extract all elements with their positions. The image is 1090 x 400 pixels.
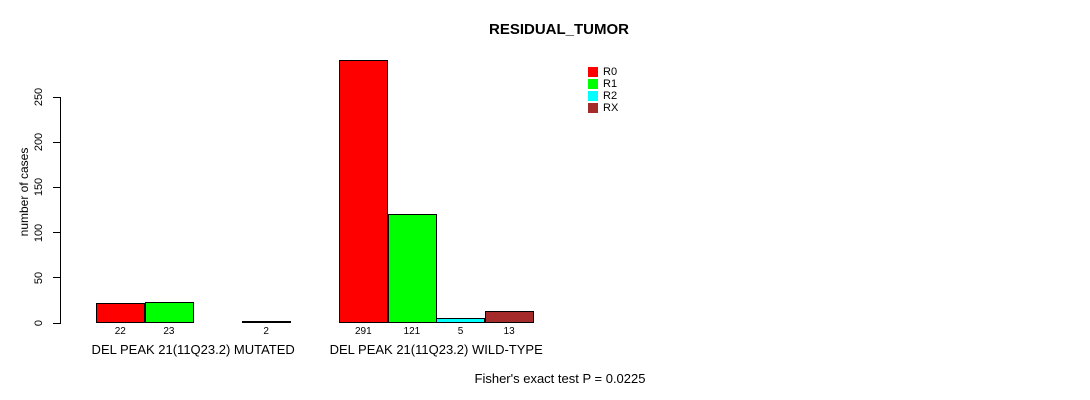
legend-swatch-RX <box>588 103 598 113</box>
y-tick-label: 0 <box>33 319 45 327</box>
bar-R0-group1 <box>96 303 145 323</box>
y-tick-mark <box>53 141 60 143</box>
bar-R0-group2 <box>339 60 388 323</box>
y-tick-label: 50 <box>33 271 45 284</box>
x-category-label: DEL PEAK 21(11Q23.2) MUTATED <box>91 342 295 357</box>
legend-swatch-R2 <box>588 91 598 101</box>
bar-R1-group1 <box>145 302 194 323</box>
legend-swatch-R1 <box>588 79 598 89</box>
bar-value-label: 13 <box>503 326 515 337</box>
bar-value-label: 5 <box>457 326 464 337</box>
bar-value-label: 2 <box>263 326 269 337</box>
bar-RX-group2 <box>485 311 534 323</box>
bar-value-label: 23 <box>163 326 175 337</box>
y-tick-label: 200 <box>33 133 45 152</box>
y-tick-mark <box>53 322 60 324</box>
chart-title: RESIDUAL_TUMOR <box>488 21 630 38</box>
y-tick-label: 100 <box>33 223 45 242</box>
y-tick-mark <box>53 186 60 188</box>
legend-label: R1 <box>603 78 618 90</box>
bar-RX-group1 <box>242 321 291 323</box>
y-tick-label: 150 <box>33 178 45 197</box>
legend-item-R2: R2 <box>588 90 618 102</box>
y-axis-label: number of cases <box>17 147 31 237</box>
y-tick-label: 250 <box>33 87 45 107</box>
legend-swatch-R0 <box>588 67 598 77</box>
bar-value-label: 121 <box>403 326 421 337</box>
legend-item-RX: RX <box>588 102 618 114</box>
legend-item-R0: R0 <box>588 66 618 78</box>
legend-item-R1: R1 <box>588 78 618 90</box>
bar-R1-group2 <box>388 214 437 323</box>
legend: R0 R1 R2 RX <box>588 66 618 114</box>
y-tick-mark <box>53 96 60 98</box>
y-axis-line <box>60 97 61 324</box>
bar-R2-group2 <box>436 318 485 323</box>
y-tick-mark <box>53 277 60 279</box>
y-tick-mark <box>53 232 60 234</box>
legend-label: RX <box>603 102 619 114</box>
legend-label: R2 <box>603 90 618 102</box>
bar-value-label: 22 <box>114 326 126 337</box>
legend-label: R0 <box>603 66 618 78</box>
bar-value-label: 291 <box>354 326 372 337</box>
stat-annotation: Fisher's exact test P = 0.0225 <box>474 371 646 386</box>
x-category-label: DEL PEAK 21(11Q23.2) WILD-TYPE <box>329 342 543 357</box>
